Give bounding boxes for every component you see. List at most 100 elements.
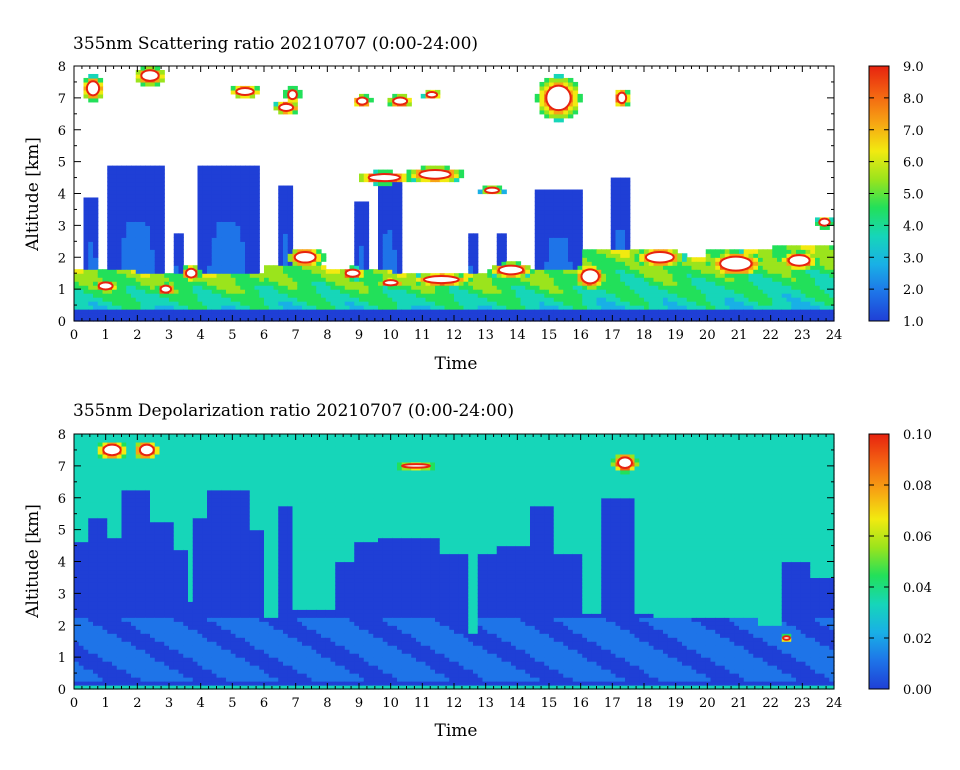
heatmap-cell: [254, 245, 260, 250]
heatmap-cell: [644, 297, 650, 302]
heatmap-cell: [629, 265, 636, 270]
heatmap-cell: [202, 217, 208, 222]
heatmap-cell: [473, 261, 479, 266]
heatmap-cell: [102, 501, 108, 507]
heatmap-cell: [102, 289, 108, 294]
heatmap-cell: [568, 277, 574, 282]
heatmap-cell: [473, 237, 479, 242]
heatmap-cell: [506, 305, 512, 310]
heatmap-cell: [88, 505, 94, 511]
heatmap-cell: [126, 297, 132, 302]
heatmap-cell: [216, 177, 222, 183]
heatmap-cell: [116, 609, 123, 614]
heatmap-cell: [672, 309, 678, 314]
heatmap-cell: [515, 309, 522, 314]
heatmap-cell: [539, 297, 545, 302]
heatmap-cell: [397, 245, 403, 250]
heatmap-cell: [715, 273, 721, 278]
heatmap-cell: [496, 237, 503, 242]
heatmap-cell: [207, 197, 213, 203]
heatmap-cell: [159, 73, 165, 79]
heatmap-cell: [539, 253, 545, 258]
heatmap-cell: [696, 257, 702, 262]
heatmap-cell: [549, 297, 555, 302]
cloud-core: [818, 217, 831, 227]
heatmap-cell: [283, 229, 289, 234]
heatmap-cell: [121, 309, 127, 314]
heatmap-cell: [534, 225, 541, 230]
heatmap-cell: [197, 305, 203, 310]
heatmap-cell: [625, 181, 631, 187]
heatmap-cell: [563, 193, 569, 199]
heatmap-cell: [577, 273, 583, 278]
heatmap-cell: [572, 197, 579, 203]
heatmap-cell: [88, 653, 94, 658]
heatmap-cell: [178, 265, 184, 270]
heatmap-cell: [183, 285, 189, 290]
heatmap-cell: [97, 77, 104, 83]
heatmap-cell: [682, 265, 688, 270]
heatmap-cell: [116, 461, 123, 467]
y-tick-label: 7: [58, 92, 66, 107]
heatmap-cell: [235, 221, 241, 226]
heatmap-cell: [226, 205, 232, 211]
heatmap-cell: [425, 297, 431, 302]
heatmap-cell: [135, 249, 142, 254]
heatmap-cell: [539, 97, 545, 103]
heatmap-cell: [78, 457, 85, 463]
heatmap-cell: [311, 297, 317, 302]
heatmap-cell: [97, 85, 104, 91]
heatmap-cell: [829, 257, 835, 262]
heatmap-cell: [392, 221, 398, 226]
heatmap-cell: [587, 317, 593, 322]
heatmap-cell: [102, 657, 108, 662]
heatmap-cell: [93, 497, 99, 503]
heatmap-cell: [473, 277, 479, 282]
heatmap-cell: [568, 189, 574, 195]
heatmap-cell: [249, 193, 256, 199]
x-tick-label: 16: [572, 328, 589, 343]
heatmap-cell: [74, 441, 80, 447]
heatmap-cell: [121, 541, 127, 547]
heatmap-cell: [74, 561, 80, 567]
heatmap-cell: [435, 89, 441, 95]
heatmap-cell: [226, 277, 232, 282]
heatmap-cell: [539, 249, 545, 254]
heatmap-cell: [468, 261, 474, 266]
heatmap-cell: [211, 205, 218, 211]
heatmap-cell: [226, 213, 232, 218]
heatmap-cell: [601, 273, 607, 278]
heatmap-cell: [154, 269, 161, 274]
heatmap-cell: [705, 249, 712, 254]
heatmap-cell: [762, 297, 769, 302]
heatmap-cell: [572, 213, 579, 218]
heatmap-cell: [278, 257, 284, 262]
heatmap-cell: [701, 317, 707, 322]
heatmap-cell: [145, 66, 151, 71]
heatmap-cell: [667, 269, 674, 274]
heatmap-cell: [88, 533, 94, 539]
heatmap-cell: [287, 269, 294, 274]
heatmap-cell: [74, 649, 80, 654]
heatmap-cell: [97, 577, 104, 583]
x-tick-label: 19: [667, 328, 684, 343]
heatmap-cell: [525, 317, 531, 322]
heatmap-cell: [112, 669, 118, 674]
heatmap-cell: [207, 165, 213, 171]
heatmap-cell: [563, 317, 569, 322]
heatmap-cell: [178, 237, 184, 242]
heatmap-cell: [330, 277, 336, 282]
heatmap-cell: [800, 313, 807, 318]
heatmap-cell: [131, 201, 137, 207]
heatmap-cell: [97, 617, 104, 622]
heatmap-cell: [216, 305, 222, 310]
heatmap-cell: [83, 225, 89, 230]
heatmap-cell: [135, 197, 142, 203]
heatmap-cell: [392, 293, 398, 298]
heatmap-cell: [677, 297, 683, 302]
heatmap-cell: [401, 313, 408, 318]
heatmap-cell: [78, 633, 85, 638]
heatmap-cell: [349, 277, 355, 282]
heatmap-cell: [97, 645, 104, 650]
